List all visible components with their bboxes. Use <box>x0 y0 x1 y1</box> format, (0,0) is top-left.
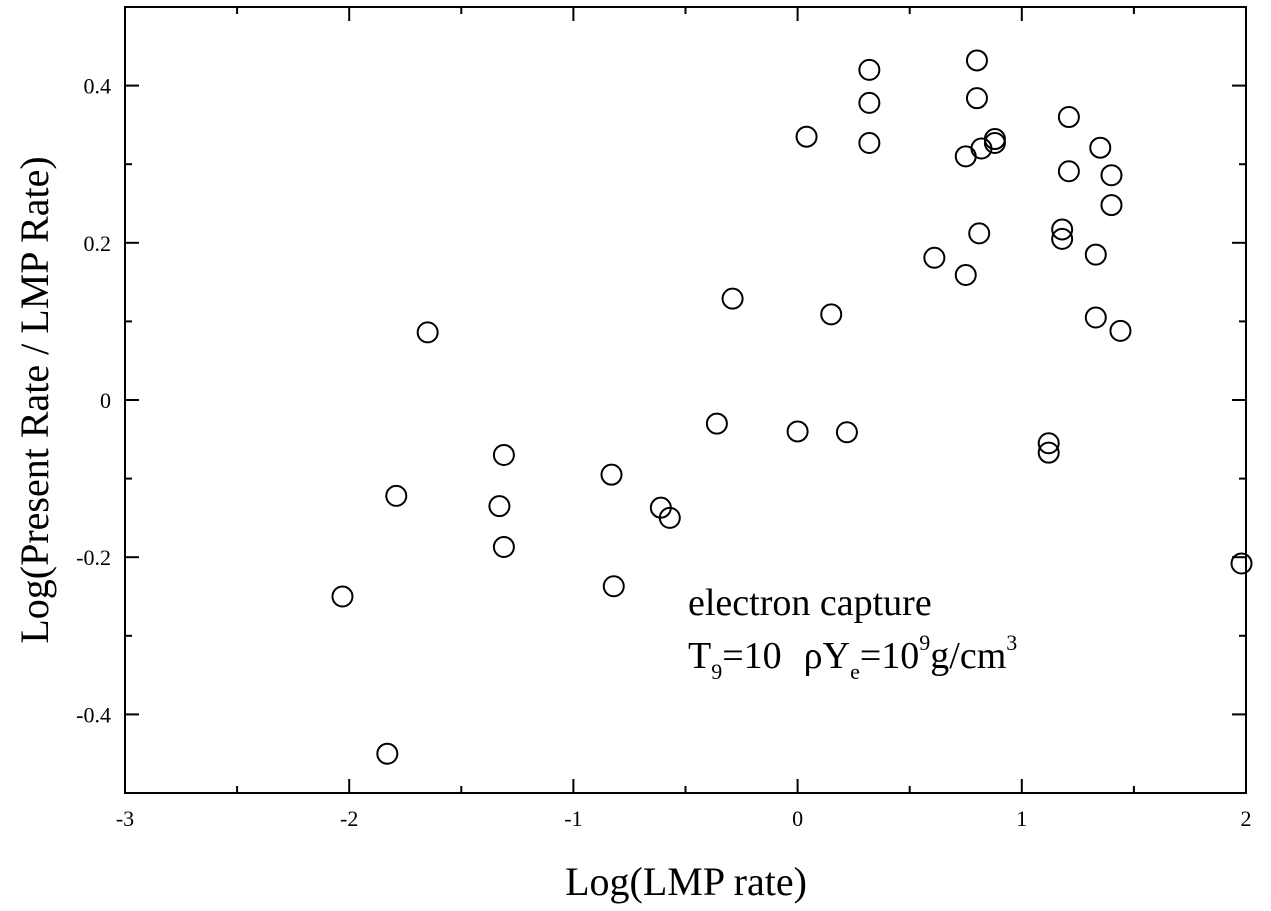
data-point <box>1089 136 1112 159</box>
data-point <box>492 444 515 467</box>
data-point <box>835 421 858 444</box>
data-point <box>795 125 818 148</box>
y-tick-label: 0.2 <box>84 231 112 256</box>
y-tick-label: -0.4 <box>76 702 111 727</box>
data-point <box>331 585 354 608</box>
data-point <box>954 264 977 287</box>
data-point <box>1100 194 1123 217</box>
data-point <box>1109 319 1132 342</box>
plot-frame <box>124 6 1247 794</box>
density-subscript: e <box>850 659 860 684</box>
data-point <box>416 321 439 344</box>
data-point <box>1084 243 1107 266</box>
x-tick-label: 1 <box>1016 806 1027 831</box>
data-point <box>786 420 809 443</box>
data-point <box>705 412 728 435</box>
density-unit-exponent: 3 <box>1006 630 1017 655</box>
annotation: electron capture T9=10 ρYe=109g/cm3 <box>688 582 1017 684</box>
data-point <box>923 246 946 269</box>
data-point <box>488 495 511 518</box>
temperature-subscript: 9 <box>711 659 722 684</box>
data-point <box>492 535 515 558</box>
data-point <box>1057 160 1080 183</box>
x-tick-label: -2 <box>340 806 358 831</box>
data-point <box>965 87 988 110</box>
x-tick-label: 0 <box>792 806 803 831</box>
data-point <box>858 58 881 81</box>
axis-tick-labels: -3 -2 -1 0 1 2 -0.4 -0.2 0 0.2 0.4 <box>76 74 1251 831</box>
data-point <box>1037 432 1060 455</box>
density-value: =10 <box>860 635 919 677</box>
x-tick-label: 2 <box>1241 806 1252 831</box>
temperature-value: =10 <box>722 635 781 677</box>
density-exponent: 9 <box>919 630 930 655</box>
data-point <box>858 91 881 114</box>
annotation-line-1: electron capture <box>688 582 932 624</box>
data-point <box>600 463 623 486</box>
data-point <box>721 287 744 310</box>
data-point <box>385 484 408 507</box>
data-points <box>331 49 1253 765</box>
annotation-line-2: T9=10 ρYe=109g/cm3 <box>688 630 1017 684</box>
data-point <box>965 49 988 72</box>
temperature-symbol: T <box>688 635 711 677</box>
data-point <box>1057 106 1080 129</box>
y-tick-label: 0 <box>100 388 111 413</box>
data-point <box>983 131 1006 154</box>
density-symbol: ρY <box>804 635 850 677</box>
data-point <box>1084 306 1107 329</box>
x-axis-label: Log(LMP rate) <box>565 859 807 904</box>
data-point <box>1037 441 1060 464</box>
y-tick-label: 0.4 <box>84 74 112 99</box>
x-tick-label: -3 <box>116 806 134 831</box>
data-point <box>658 506 681 529</box>
data-point <box>954 145 977 168</box>
data-point <box>970 137 993 160</box>
data-point <box>1051 227 1074 250</box>
data-point <box>602 575 625 598</box>
data-point <box>1051 218 1074 241</box>
x-tick-label: -1 <box>564 806 582 831</box>
data-point <box>1230 552 1253 575</box>
y-tick-label: -0.2 <box>76 545 111 570</box>
axis-ticks <box>124 6 1247 794</box>
y-axis-label: Log(Present Rate / LMP Rate) <box>12 156 57 643</box>
data-point <box>820 303 843 326</box>
density-unit: g/cm <box>930 635 1006 677</box>
data-point <box>1100 164 1123 187</box>
data-point <box>858 131 881 154</box>
data-point <box>376 742 399 765</box>
data-point <box>968 222 991 245</box>
